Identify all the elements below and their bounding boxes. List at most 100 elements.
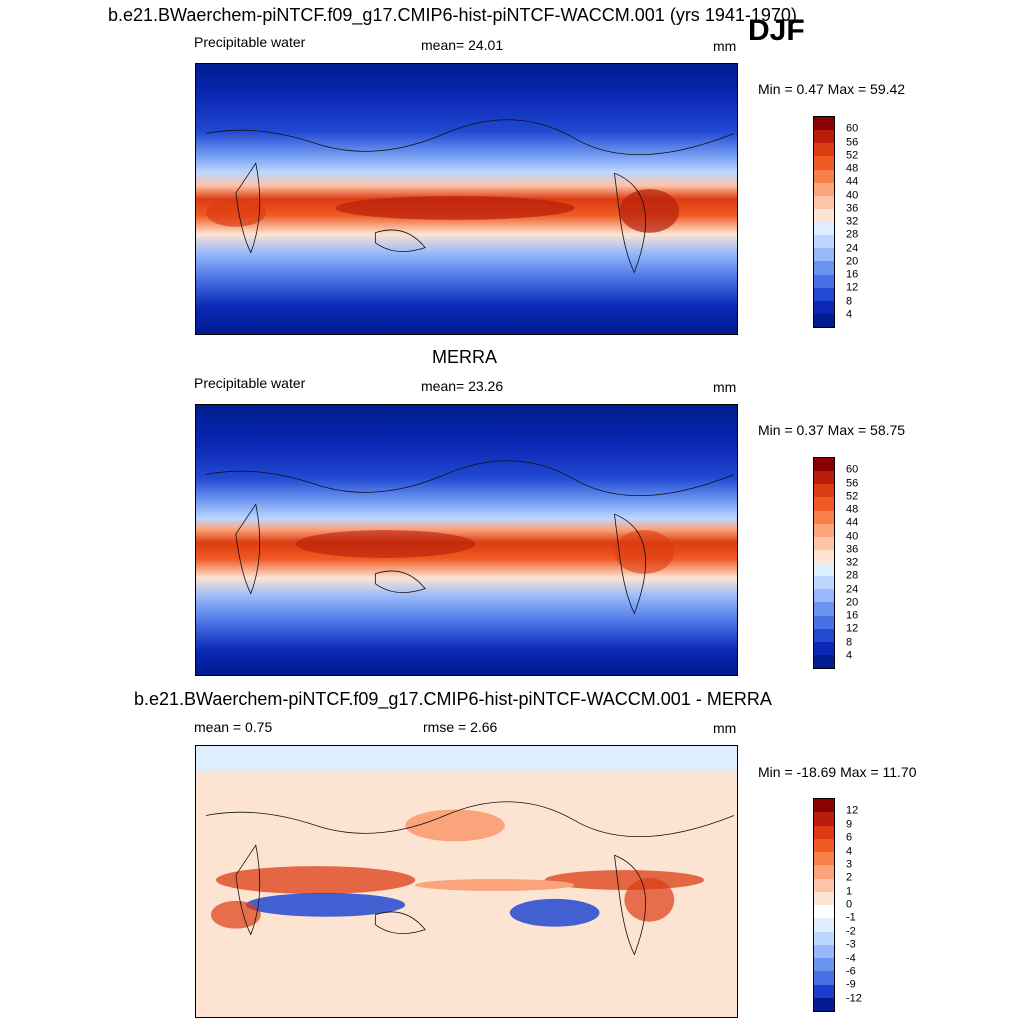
colorbar-swatch [814, 169, 834, 183]
colorbar-tick-label: 32 [846, 215, 859, 228]
colorbar-swatch [814, 143, 834, 157]
colorbar-swatch [814, 222, 834, 236]
colorbar-swatch [814, 918, 834, 932]
colorbar-swatch [814, 287, 834, 301]
colorbar-tick-label: 60 [846, 122, 859, 135]
colorbar-swatch [814, 838, 834, 852]
colorbar-tick-label: 56 [846, 477, 859, 489]
colorbar-tick-label: 16 [846, 268, 859, 281]
colorbar-swatch [814, 997, 834, 1011]
panel3-title: b.e21.BWaerchem-piNTCF.f09_g17.CMIP6-his… [134, 689, 772, 709]
colorbar-tick-label: 36 [846, 543, 859, 556]
colorbar-tick-label: -1 [846, 911, 856, 924]
colorbar-tick-label: 3 [846, 858, 853, 871]
colorbar-tick-label: 4 [846, 845, 853, 857]
panel2-map [195, 404, 738, 676]
colorbar-swatch [814, 130, 834, 144]
panel3-units-label: mm [713, 720, 737, 736]
colorbar-swatch [814, 497, 834, 511]
colorbar-swatch [814, 536, 834, 550]
panel2-colorbar [813, 457, 835, 669]
colorbar-tick-label: 9 [846, 818, 853, 831]
colorbar-swatch [814, 602, 834, 616]
colorbar-swatch [814, 576, 834, 590]
colorbar-tick-label: 44 [846, 175, 859, 188]
colorbar-tick-label: 12 [846, 804, 859, 817]
season-label: DJF [748, 14, 805, 47]
colorbar-tick-label: 4 [846, 308, 853, 321]
colorbar-swatch [814, 589, 834, 603]
panel2-variable-label: Precipitable water [194, 375, 306, 391]
colorbar-swatch [814, 628, 834, 642]
panel1-colorbar [813, 116, 835, 328]
colorbar-tick-label: 1 [846, 885, 853, 898]
colorbar-tick-label: 8 [846, 295, 853, 307]
colorbar-tick-label: -12 [846, 992, 862, 1005]
colorbar-swatch [814, 523, 834, 537]
colorbar-tick-label: 0 [846, 898, 853, 911]
colorbar-tick-label: 24 [846, 583, 859, 595]
colorbar-tick-label: 20 [846, 255, 859, 268]
colorbar-swatch [814, 654, 834, 668]
panel1-mean-label: mean= 24.01 [421, 37, 504, 53]
colorbar-tick-label: 8 [846, 636, 853, 648]
colorbar-swatch [814, 944, 834, 958]
colorbar-swatch [814, 458, 834, 472]
colorbar-tick-label: 6 [846, 831, 853, 844]
colorbar-tick-label: -2 [846, 925, 856, 938]
colorbar-tick-label: 52 [846, 490, 859, 503]
panel1-map [195, 63, 738, 335]
colorbar-tick-label: 12 [846, 281, 859, 294]
colorbar-tick-label: 32 [846, 556, 859, 569]
panel3-map-graphic [196, 746, 737, 1017]
colorbar-swatch [814, 549, 834, 563]
colorbar-tick-label: 48 [846, 503, 859, 516]
colorbar-swatch [814, 248, 834, 262]
colorbar-swatch [814, 182, 834, 196]
colorbar-swatch [814, 156, 834, 170]
panel2-title: MERRA [432, 347, 498, 367]
colorbar-tick-label: 4 [846, 649, 853, 662]
colorbar-swatch [814, 931, 834, 945]
colorbar-tick-label: 24 [846, 242, 859, 254]
colorbar-tick-label: 40 [846, 189, 859, 201]
colorbar-tick-label: 20 [846, 596, 859, 609]
colorbar-tick-label: 60 [846, 463, 859, 476]
panel1-minmax: Min = 0.47 Max = 59.42 [758, 81, 906, 97]
colorbar-tick-label: 16 [846, 609, 859, 622]
colorbar-swatch [814, 891, 834, 905]
panel2-units-label: mm [713, 379, 737, 395]
colorbar-tick-label: -9 [846, 978, 856, 991]
colorbar-swatch [814, 563, 834, 577]
colorbar-tick-label: 12 [846, 622, 859, 635]
colorbar-swatch [814, 484, 834, 498]
colorbar-swatch [814, 261, 834, 275]
colorbar-swatch [814, 615, 834, 629]
colorbar-swatch [814, 471, 834, 485]
colorbar-swatch [814, 852, 834, 866]
colorbar-tick-label: 48 [846, 162, 859, 175]
colorbar-swatch [814, 641, 834, 655]
colorbar-tick-label: 40 [846, 530, 859, 542]
colorbar-tick-label: 36 [846, 202, 859, 215]
colorbar-tick-label: 28 [846, 228, 859, 241]
colorbar-swatch [814, 208, 834, 222]
panel3-mean-label: mean = 0.75 [194, 719, 273, 735]
panel3-rmse-label: rmse = 2.66 [423, 719, 498, 735]
colorbar-tick-label: 2 [846, 871, 853, 884]
panel2-minmax: Min = 0.37 Max = 58.75 [758, 422, 906, 438]
figure-title: b.e21.BWaerchem-piNTCF.f09_g17.CMIP6-his… [108, 5, 797, 25]
colorbar-tick-label: 44 [846, 516, 859, 529]
colorbar-swatch [814, 195, 834, 209]
colorbar-tick-label: 56 [846, 136, 859, 148]
colorbar-tick-label: -4 [846, 952, 856, 964]
panel2-mean-label: mean= 23.26 [421, 378, 504, 394]
panel3-colorbar [813, 798, 835, 1012]
colorbar-tick-label: -3 [846, 938, 856, 951]
colorbar-swatch [814, 313, 834, 327]
colorbar-swatch [814, 971, 834, 985]
panel2-map-graphic [196, 405, 737, 675]
panel1-map-graphic [196, 64, 737, 334]
colorbar-swatch [814, 865, 834, 879]
colorbar-swatch [814, 235, 834, 249]
